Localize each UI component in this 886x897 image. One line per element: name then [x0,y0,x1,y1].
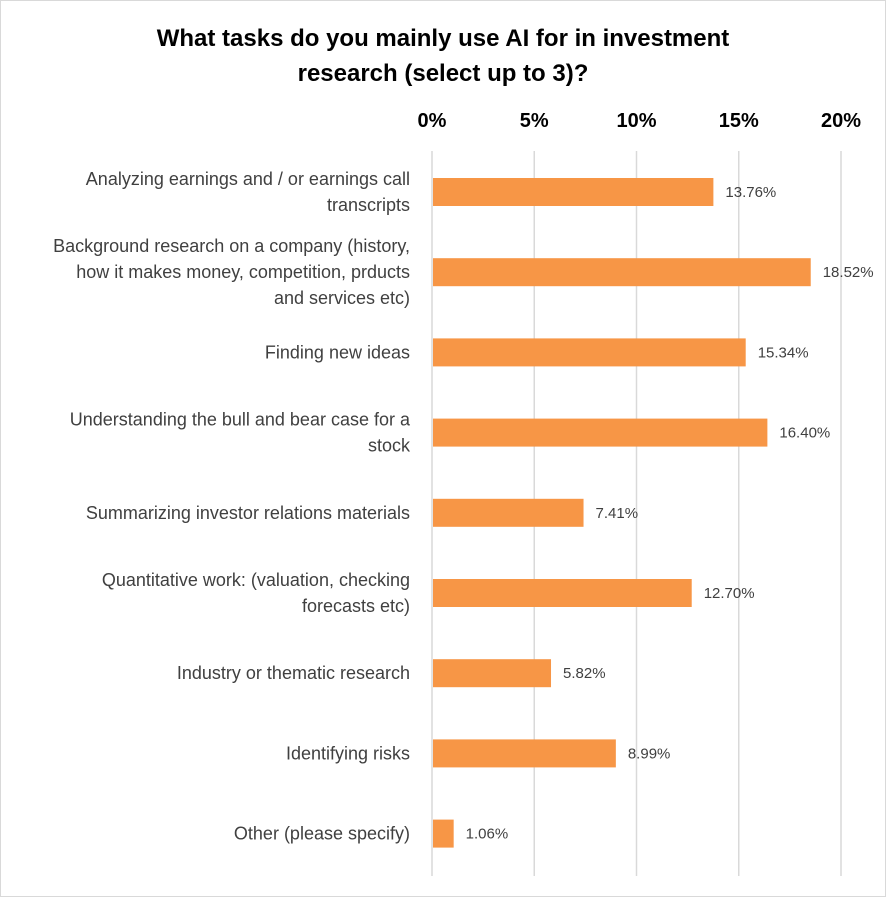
bar [433,819,454,848]
category-label-line: transcripts [327,195,410,215]
bar [433,178,714,206]
category-label: Understanding the bull and bear case for… [70,410,411,456]
data-label: 1.06% [466,826,509,843]
chart-title-line: What tasks do you mainly use AI for in i… [157,25,730,52]
bar [433,258,811,287]
data-label: 5.82% [563,665,606,682]
chart-title-line: research (select up to 3)? [298,60,589,87]
category-label: Identifying risks [286,743,410,763]
category-label-line: forecasts etc) [302,596,410,616]
bar [433,338,746,367]
category-label-line: Identifying risks [286,743,410,763]
bar [433,498,584,527]
category-label: Background research on a company (histor… [53,236,410,308]
bar [433,579,692,607]
data-label: 12.70% [704,585,755,602]
category-label: Industry or thematic research [177,663,410,683]
chart-title: What tasks do you mainly use AI for in i… [157,25,730,87]
x-tick-label: 10% [616,110,656,132]
category-label: Analyzing earnings and / or earnings cal… [86,169,410,215]
category-label-line: Other (please specify) [234,824,410,844]
data-label: 13.76% [725,184,776,201]
category-label-line: Quantitative work: (valuation, checking [102,570,410,590]
data-label: 8.99% [628,745,671,762]
category-label: Other (please specify) [234,824,410,844]
category-label-line: Industry or thematic research [177,663,410,683]
category-label: Summarizing investor relations materials [86,503,410,523]
value-labels: 13.76% 18.52% 15.34% 16.40% 7.41% 12.70% 5.82%… [466,184,874,843]
category-label-line: stock [368,436,411,456]
category-label: Finding new ideas [265,342,410,362]
bar [433,659,552,688]
category-label-line: how it makes money, competition, prducts [76,262,410,282]
bar [433,418,768,447]
category-labels: Analyzing earnings and / or earnings cal… [53,169,411,844]
x-tick-label: 5% [520,110,549,132]
data-label: 18.52% [823,264,874,281]
bar [433,739,616,768]
category-label-line: Finding new ideas [265,342,410,362]
category-label-line: and services etc) [274,288,410,308]
data-label: 16.40% [779,425,830,442]
data-label: 15.34% [758,344,809,361]
x-tick-label: 20% [821,110,861,132]
category-label-line: Background research on a company (histor… [53,236,410,256]
bars [433,178,811,848]
x-tick-label: 0% [418,110,447,132]
x-tick-label: 15% [719,110,759,132]
category-label-line: Summarizing investor relations materials [86,503,410,523]
category-label-line: Understanding the bull and bear case for… [70,410,411,430]
category-label: Quantitative work: (valuation, checking f… [102,570,410,616]
category-label-line: Analyzing earnings and / or earnings cal… [86,169,410,189]
x-axis-ticks: 0% 5% 10% 15% 20% [418,110,862,132]
data-label: 7.41% [596,505,639,522]
